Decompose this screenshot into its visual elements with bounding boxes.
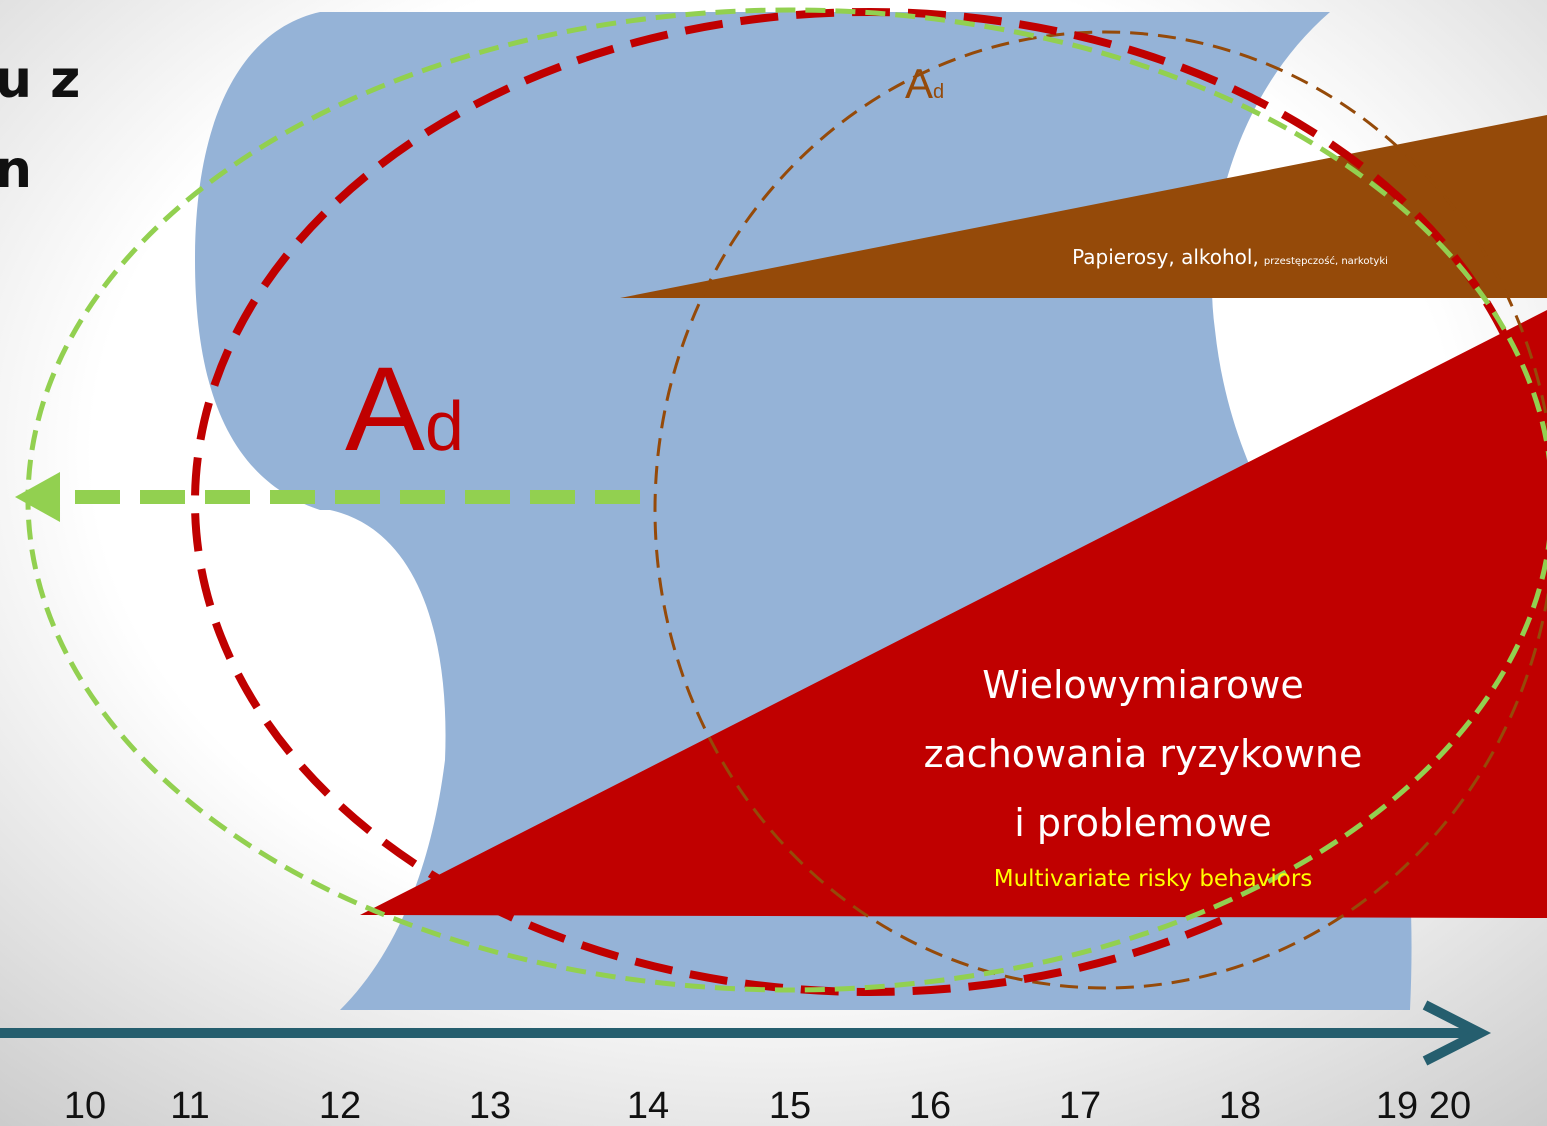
axis-label: 16 bbox=[909, 1085, 951, 1126]
red-band-line: zachowania ryzykowne bbox=[924, 732, 1363, 776]
axis-label: 11 bbox=[170, 1085, 209, 1126]
axis-label: 14 bbox=[627, 1085, 669, 1126]
red-band-line: i problemowe bbox=[1014, 801, 1272, 845]
slide: u z n Ad Ad Papierosy, alkohol, przestęp… bbox=[0, 0, 1547, 1126]
large-label-main: A bbox=[345, 342, 425, 476]
axis-label: 15 bbox=[769, 1085, 811, 1126]
red-band-english: Multivariate risky behaviors bbox=[994, 866, 1313, 892]
axis-label: 18 bbox=[1219, 1085, 1261, 1126]
large-label-sub: d bbox=[425, 387, 464, 465]
axis-label: 20 bbox=[1429, 1085, 1471, 1126]
small-label-sub: d bbox=[933, 81, 944, 103]
brown-band-small: przestępczość, narkotyki bbox=[1264, 255, 1388, 267]
brown-band-large: Papierosy, alkohol, bbox=[1072, 245, 1259, 269]
axis-label: 10 bbox=[64, 1085, 106, 1126]
small-label-main: A bbox=[905, 60, 933, 107]
title-line: u z bbox=[0, 50, 80, 110]
page: u z n Ad Ad Papierosy, alkohol, przestęp… bbox=[0, 0, 1547, 1126]
axis-label: 19 bbox=[1376, 1085, 1418, 1126]
axis-label: 17 bbox=[1059, 1085, 1101, 1126]
title-line: n bbox=[0, 140, 32, 200]
axis-label: 12 bbox=[319, 1085, 361, 1126]
axis-label: 13 bbox=[469, 1085, 511, 1126]
red-band-line: Wielowymiarowe bbox=[982, 663, 1303, 707]
